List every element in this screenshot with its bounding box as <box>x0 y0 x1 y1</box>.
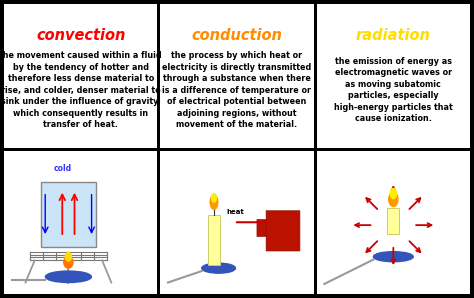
Ellipse shape <box>210 195 218 209</box>
Ellipse shape <box>212 193 216 202</box>
FancyBboxPatch shape <box>266 211 300 251</box>
Ellipse shape <box>64 257 73 268</box>
Ellipse shape <box>202 263 236 273</box>
Bar <box>4 150 157 294</box>
Text: the movement caused within a fluid
by the tendency of hotter and
therefore less : the movement caused within a fluid by th… <box>0 51 162 129</box>
Bar <box>317 150 470 294</box>
Ellipse shape <box>390 189 396 198</box>
Bar <box>317 4 470 148</box>
FancyBboxPatch shape <box>257 219 269 237</box>
Bar <box>160 150 314 294</box>
Ellipse shape <box>65 252 72 261</box>
Text: radiation: radiation <box>356 28 431 43</box>
Text: conduction: conduction <box>191 28 283 43</box>
Bar <box>41 182 96 247</box>
Ellipse shape <box>389 192 398 207</box>
Text: heat: heat <box>226 209 244 215</box>
Bar <box>160 4 314 148</box>
Bar <box>387 208 400 234</box>
Text: the emission of energy as
electromagnetic waves or
as moving subatomic
particles: the emission of energy as electromagneti… <box>334 57 453 123</box>
Ellipse shape <box>46 271 91 283</box>
Text: the process by which heat or
electricity is directly transmitted
through a subst: the process by which heat or electricity… <box>163 51 311 129</box>
Bar <box>208 215 220 265</box>
Text: cold: cold <box>53 164 71 173</box>
Bar <box>4 4 157 148</box>
Ellipse shape <box>374 252 413 262</box>
Text: convection: convection <box>36 28 125 43</box>
